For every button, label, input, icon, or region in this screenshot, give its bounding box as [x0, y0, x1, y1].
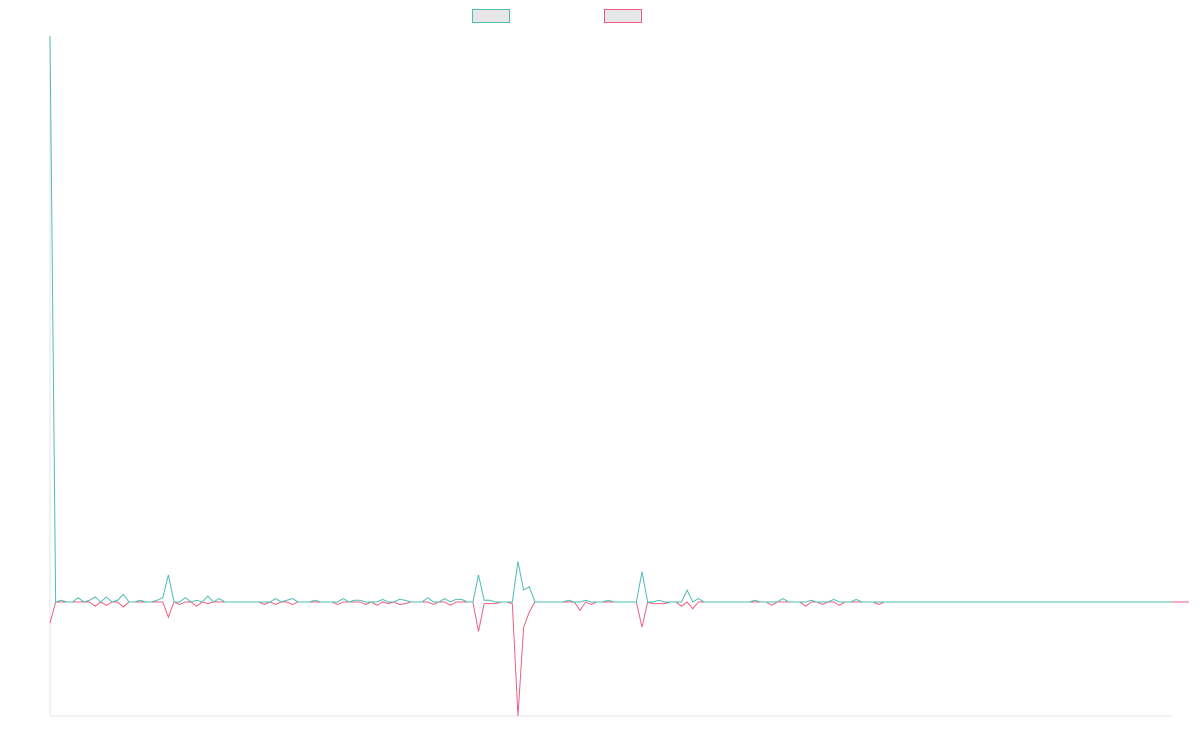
- legend-swatch-series-2: [604, 9, 642, 23]
- legend-item-series-1[interactable]: [472, 9, 516, 23]
- series-line-1: [49, 35, 1172, 603]
- legend-item-series-2[interactable]: [604, 9, 648, 23]
- legend-swatch-series-1: [472, 9, 510, 23]
- series-layer: [49, 35, 1189, 717]
- series-line-2: [49, 601, 1189, 717]
